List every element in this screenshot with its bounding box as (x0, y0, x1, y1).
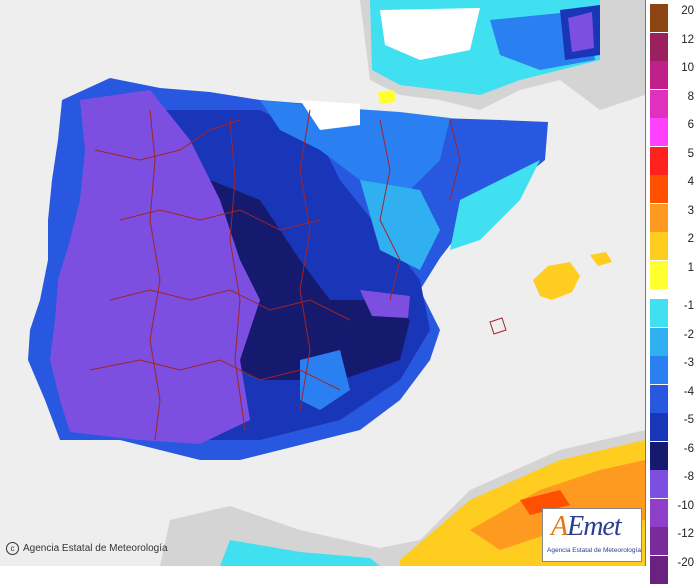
pyrenees-cold-spot (568, 12, 594, 52)
legend-swatch (650, 175, 668, 203)
map-canvas (0, 0, 645, 566)
legend-label: 1 (687, 261, 694, 274)
catalonia-coast-area (450, 160, 540, 250)
legend-label: -8 (683, 471, 694, 483)
legend-swatch (650, 146, 668, 175)
legend-label: 4 (687, 176, 694, 188)
credit-line: c Agencia Estatal de Meteorología (6, 542, 168, 555)
africa-hotspot (520, 490, 570, 515)
legend-label: 20 (681, 5, 694, 17)
logo-title-prefix: A (551, 511, 568, 542)
legend-swatch (650, 232, 668, 260)
legend-label: -4 (683, 385, 694, 398)
logo-title: AEmet (551, 511, 622, 543)
legend-swatch (650, 61, 668, 89)
meseta-coldest-band (210, 180, 410, 380)
mallorca (533, 262, 580, 300)
color-legend: 20 12 10 8 6 5 4 3 2 1 -1 -2 -3 -4 -5 -6 -8 -10 -12 -20 (646, 0, 696, 584)
france-white-area (380, 8, 480, 60)
legend-label: -3 (683, 357, 694, 369)
legend-label: -20 (677, 556, 694, 569)
legend-swatch (650, 441, 668, 470)
legend-swatch (650, 470, 668, 498)
logo-subtitle: Agencia Estatal de Meteorología (547, 547, 641, 554)
legend-label: -10 (677, 499, 694, 512)
bordeaux-warm-spot (378, 90, 396, 104)
legend-swatch (650, 384, 668, 413)
legend-swatch (650, 118, 668, 146)
legend-swatch (650, 203, 668, 232)
map-area (0, 0, 646, 566)
legend-label: 2 (687, 233, 694, 245)
menorca (590, 252, 612, 266)
province-borders (89, 109, 461, 441)
credit-text: Agencia Estatal de Meteorología (23, 543, 168, 554)
legend-label: -2 (683, 328, 694, 341)
legend-swatch (650, 327, 668, 356)
logo-title-rest: Emet (567, 511, 622, 542)
legend-label: 10 (681, 62, 694, 74)
copyright-icon: c (6, 542, 19, 555)
legend-swatch (650, 555, 668, 584)
ebro-valley-area (360, 180, 440, 270)
legend-swatch (650, 356, 668, 384)
ibiza (489, 317, 507, 335)
aemet-logo: AEmet Agencia Estatal de Meteorología (542, 508, 642, 562)
legend-label: 8 (687, 90, 694, 103)
legend-label: 3 (687, 204, 694, 217)
legend-label: 12 (681, 33, 694, 46)
legend-swatch (650, 413, 668, 441)
legend-label: -1 (683, 300, 694, 312)
east-cold-spot (360, 290, 410, 318)
legend-swatch (650, 4, 668, 32)
legend-swatch (650, 32, 668, 61)
morocco-cold-area (220, 540, 380, 566)
legend-swatch (650, 527, 668, 555)
basque-white-area (300, 100, 360, 130)
legend-label: -12 (677, 528, 694, 540)
legend-swatch (650, 260, 668, 289)
legend-swatch (650, 498, 668, 527)
legend-label: 5 (687, 147, 694, 160)
west-very-cold-area (50, 90, 260, 444)
legend-swatch (650, 89, 668, 118)
legend-label: -6 (683, 442, 694, 455)
legend-swatch (650, 299, 668, 327)
southeast-area (300, 350, 350, 410)
legend-label: 6 (687, 119, 694, 131)
legend-label: -5 (683, 414, 694, 426)
